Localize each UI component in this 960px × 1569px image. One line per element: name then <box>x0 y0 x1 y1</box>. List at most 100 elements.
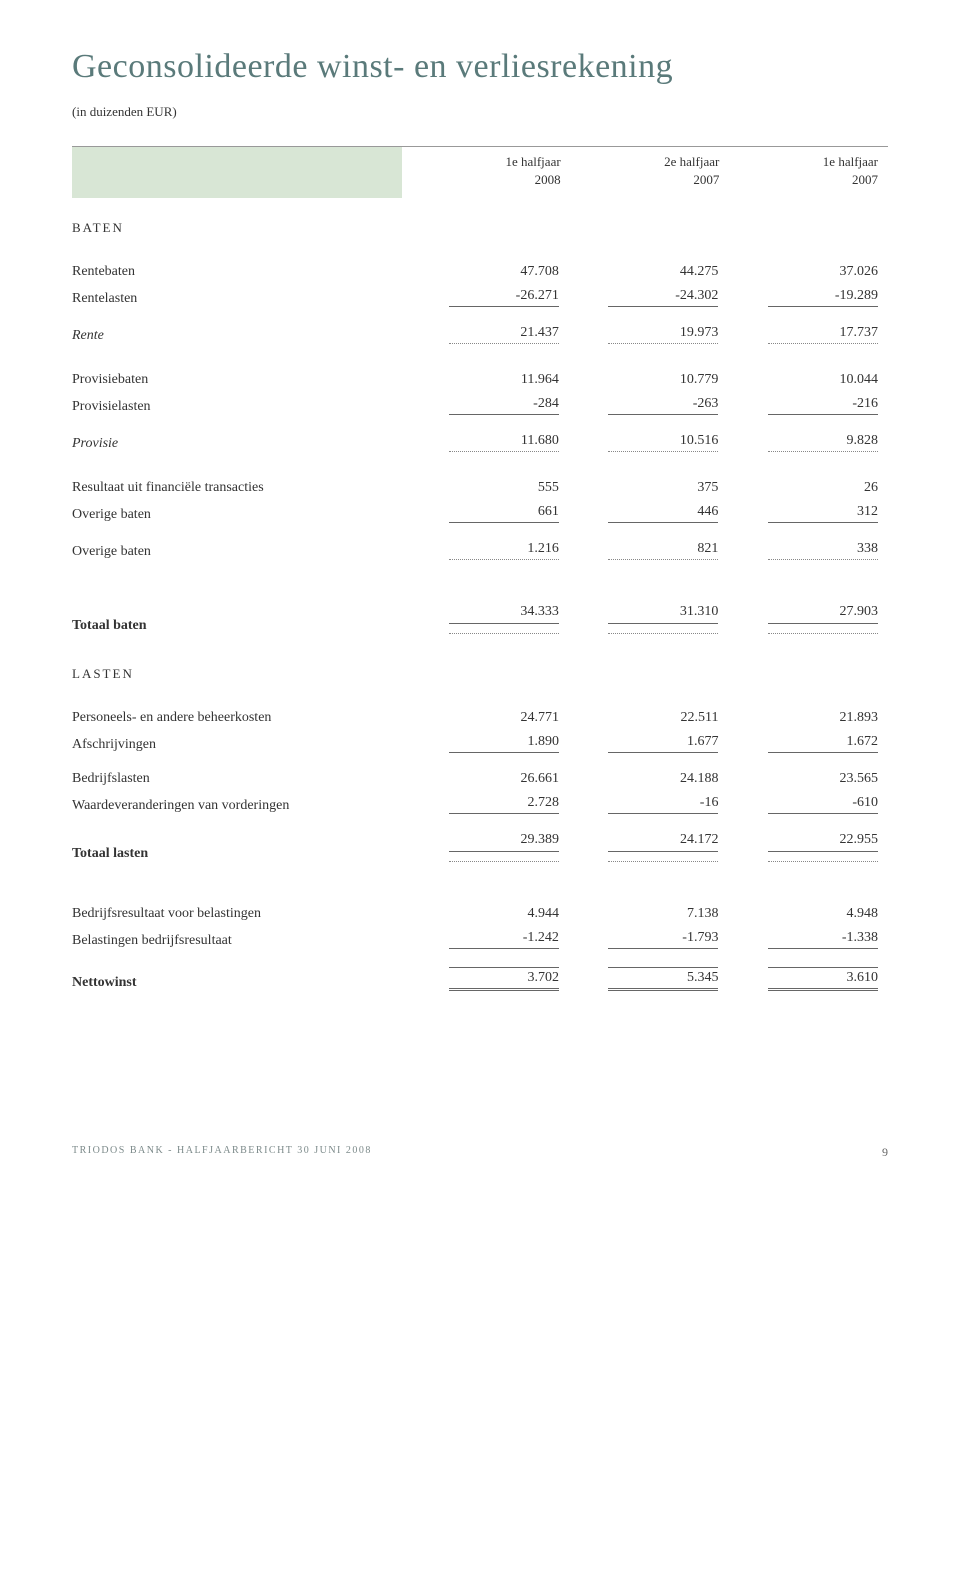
cell: 47.708 <box>409 260 569 284</box>
cell: 23.565 <box>728 767 888 791</box>
page-number: 9 <box>882 1145 888 1160</box>
cell: -610 <box>728 791 888 818</box>
col-header-1: 1e halfjaar 2008 <box>412 147 571 198</box>
cell: 22.955 <box>728 828 888 866</box>
cell: 11.680 <box>409 429 569 456</box>
table-row: Rente 21.437 19.973 17.737 <box>72 321 888 348</box>
row-label: Waardeveranderingen van vorderingen <box>72 791 409 818</box>
row-label: Bedrijfslasten <box>72 767 409 791</box>
cell: 2.728 <box>409 791 569 818</box>
cell: -26.271 <box>409 284 569 311</box>
cell: -24.302 <box>569 284 729 311</box>
income-table: Rentebaten 47.708 44.275 37.026 Rentelas… <box>72 260 888 638</box>
cell: 22.511 <box>569 706 729 730</box>
cell: 21.893 <box>728 706 888 730</box>
cell: 34.333 <box>409 600 569 638</box>
cell: 10.044 <box>728 368 888 392</box>
cell: 312 <box>728 500 888 527</box>
cell: 26.661 <box>409 767 569 791</box>
cell: -1.338 <box>728 926 888 953</box>
col1-line1: 1e halfjaar <box>412 153 561 171</box>
cell: -216 <box>728 392 888 419</box>
table-row: Bedrijfsresultaat voor belastingen 4.944… <box>72 902 888 926</box>
row-label: Nettowinst <box>72 963 409 995</box>
cell: 5.345 <box>569 963 729 995</box>
row-label: Provisiebaten <box>72 368 409 392</box>
cell: 24.771 <box>409 706 569 730</box>
row-label: Totaal baten <box>72 600 409 638</box>
row-label: Rentebaten <box>72 260 409 284</box>
cell: -1.793 <box>569 926 729 953</box>
cell: -19.289 <box>728 284 888 311</box>
cell: 1.672 <box>728 730 888 757</box>
cell: 10.779 <box>569 368 729 392</box>
cell: 26 <box>728 476 888 500</box>
cell: 24.188 <box>569 767 729 791</box>
page-footer: TRIODOS BANK - HALFJAARBERICHT 30 JUNI 2… <box>72 1145 888 1160</box>
cell: 9.828 <box>728 429 888 456</box>
expense-table: Personeels- en andere beheerkosten 24.77… <box>72 706 888 995</box>
cell: -16 <box>569 791 729 818</box>
cell: -1.242 <box>409 926 569 953</box>
cell: 375 <box>569 476 729 500</box>
cell: 661 <box>409 500 569 527</box>
col2-line2: 2007 <box>571 171 720 189</box>
cell: 3.702 <box>409 963 569 995</box>
cell: 44.275 <box>569 260 729 284</box>
row-label: Belastingen bedrijfsresultaat <box>72 926 409 953</box>
row-label: Overige baten <box>72 537 409 564</box>
subtitle: (in duizenden EUR) <box>72 104 888 120</box>
baten-section-header: BATEN <box>72 220 888 236</box>
col1-line2: 2008 <box>412 171 561 189</box>
row-label: Overige baten <box>72 500 409 527</box>
cell: 10.516 <box>569 429 729 456</box>
col3-line1: 1e halfjaar <box>729 153 878 171</box>
header-label-spacer <box>72 147 402 198</box>
cell: 821 <box>569 537 729 564</box>
cell: 37.026 <box>728 260 888 284</box>
cell: 555 <box>409 476 569 500</box>
table-row: Totaal lasten 29.389 24.172 22.955 <box>72 828 888 866</box>
cell: -263 <box>569 392 729 419</box>
table-row: Provisiebaten 11.964 10.779 10.044 <box>72 368 888 392</box>
table-row: Provisie 11.680 10.516 9.828 <box>72 429 888 456</box>
row-label: Provisie <box>72 429 409 456</box>
row-label: Rentelasten <box>72 284 409 311</box>
cell: 21.437 <box>409 321 569 348</box>
cell: 17.737 <box>728 321 888 348</box>
row-label: Afschrijvingen <box>72 730 409 757</box>
table-header-row: 1e halfjaar 2008 2e halfjaar 2007 1e hal… <box>72 146 888 198</box>
lasten-section-header: LASTEN <box>72 666 888 682</box>
row-label: Resultaat uit financiële transacties <box>72 476 409 500</box>
footer-text: TRIODOS BANK - HALFJAARBERICHT 30 JUNI 2… <box>72 1145 372 1160</box>
table-row: Nettowinst 3.702 5.345 3.610 <box>72 963 888 995</box>
cell: 1.890 <box>409 730 569 757</box>
table-row: Rentelasten -26.271 -24.302 -19.289 <box>72 284 888 311</box>
cell: 446 <box>569 500 729 527</box>
table-row: Provisielasten -284 -263 -216 <box>72 392 888 419</box>
row-label: Personeels- en andere beheerkosten <box>72 706 409 730</box>
cell: 1.677 <box>569 730 729 757</box>
cell: 7.138 <box>569 902 729 926</box>
cell: 11.964 <box>409 368 569 392</box>
table-row: Afschrijvingen 1.890 1.677 1.672 <box>72 730 888 757</box>
row-label: Totaal lasten <box>72 828 409 866</box>
cell: 3.610 <box>728 963 888 995</box>
row-label: Bedrijfsresultaat voor belastingen <box>72 902 409 926</box>
row-label: Rente <box>72 321 409 348</box>
table-row: Waardeveranderingen van vorderingen 2.72… <box>72 791 888 818</box>
cell: 1.216 <box>409 537 569 564</box>
cell: -284 <box>409 392 569 419</box>
row-label: Provisielasten <box>72 392 409 419</box>
table-row: Overige baten 1.216 821 338 <box>72 537 888 564</box>
table-row: Overige baten 661 446 312 <box>72 500 888 527</box>
table-row: Personeels- en andere beheerkosten 24.77… <box>72 706 888 730</box>
col2-line1: 2e halfjaar <box>571 153 720 171</box>
cell: 19.973 <box>569 321 729 348</box>
cell: 27.903 <box>728 600 888 638</box>
cell: 4.948 <box>728 902 888 926</box>
col-header-2: 2e halfjaar 2007 <box>571 147 730 198</box>
cell: 4.944 <box>409 902 569 926</box>
cell: 31.310 <box>569 600 729 638</box>
cell: 29.389 <box>409 828 569 866</box>
